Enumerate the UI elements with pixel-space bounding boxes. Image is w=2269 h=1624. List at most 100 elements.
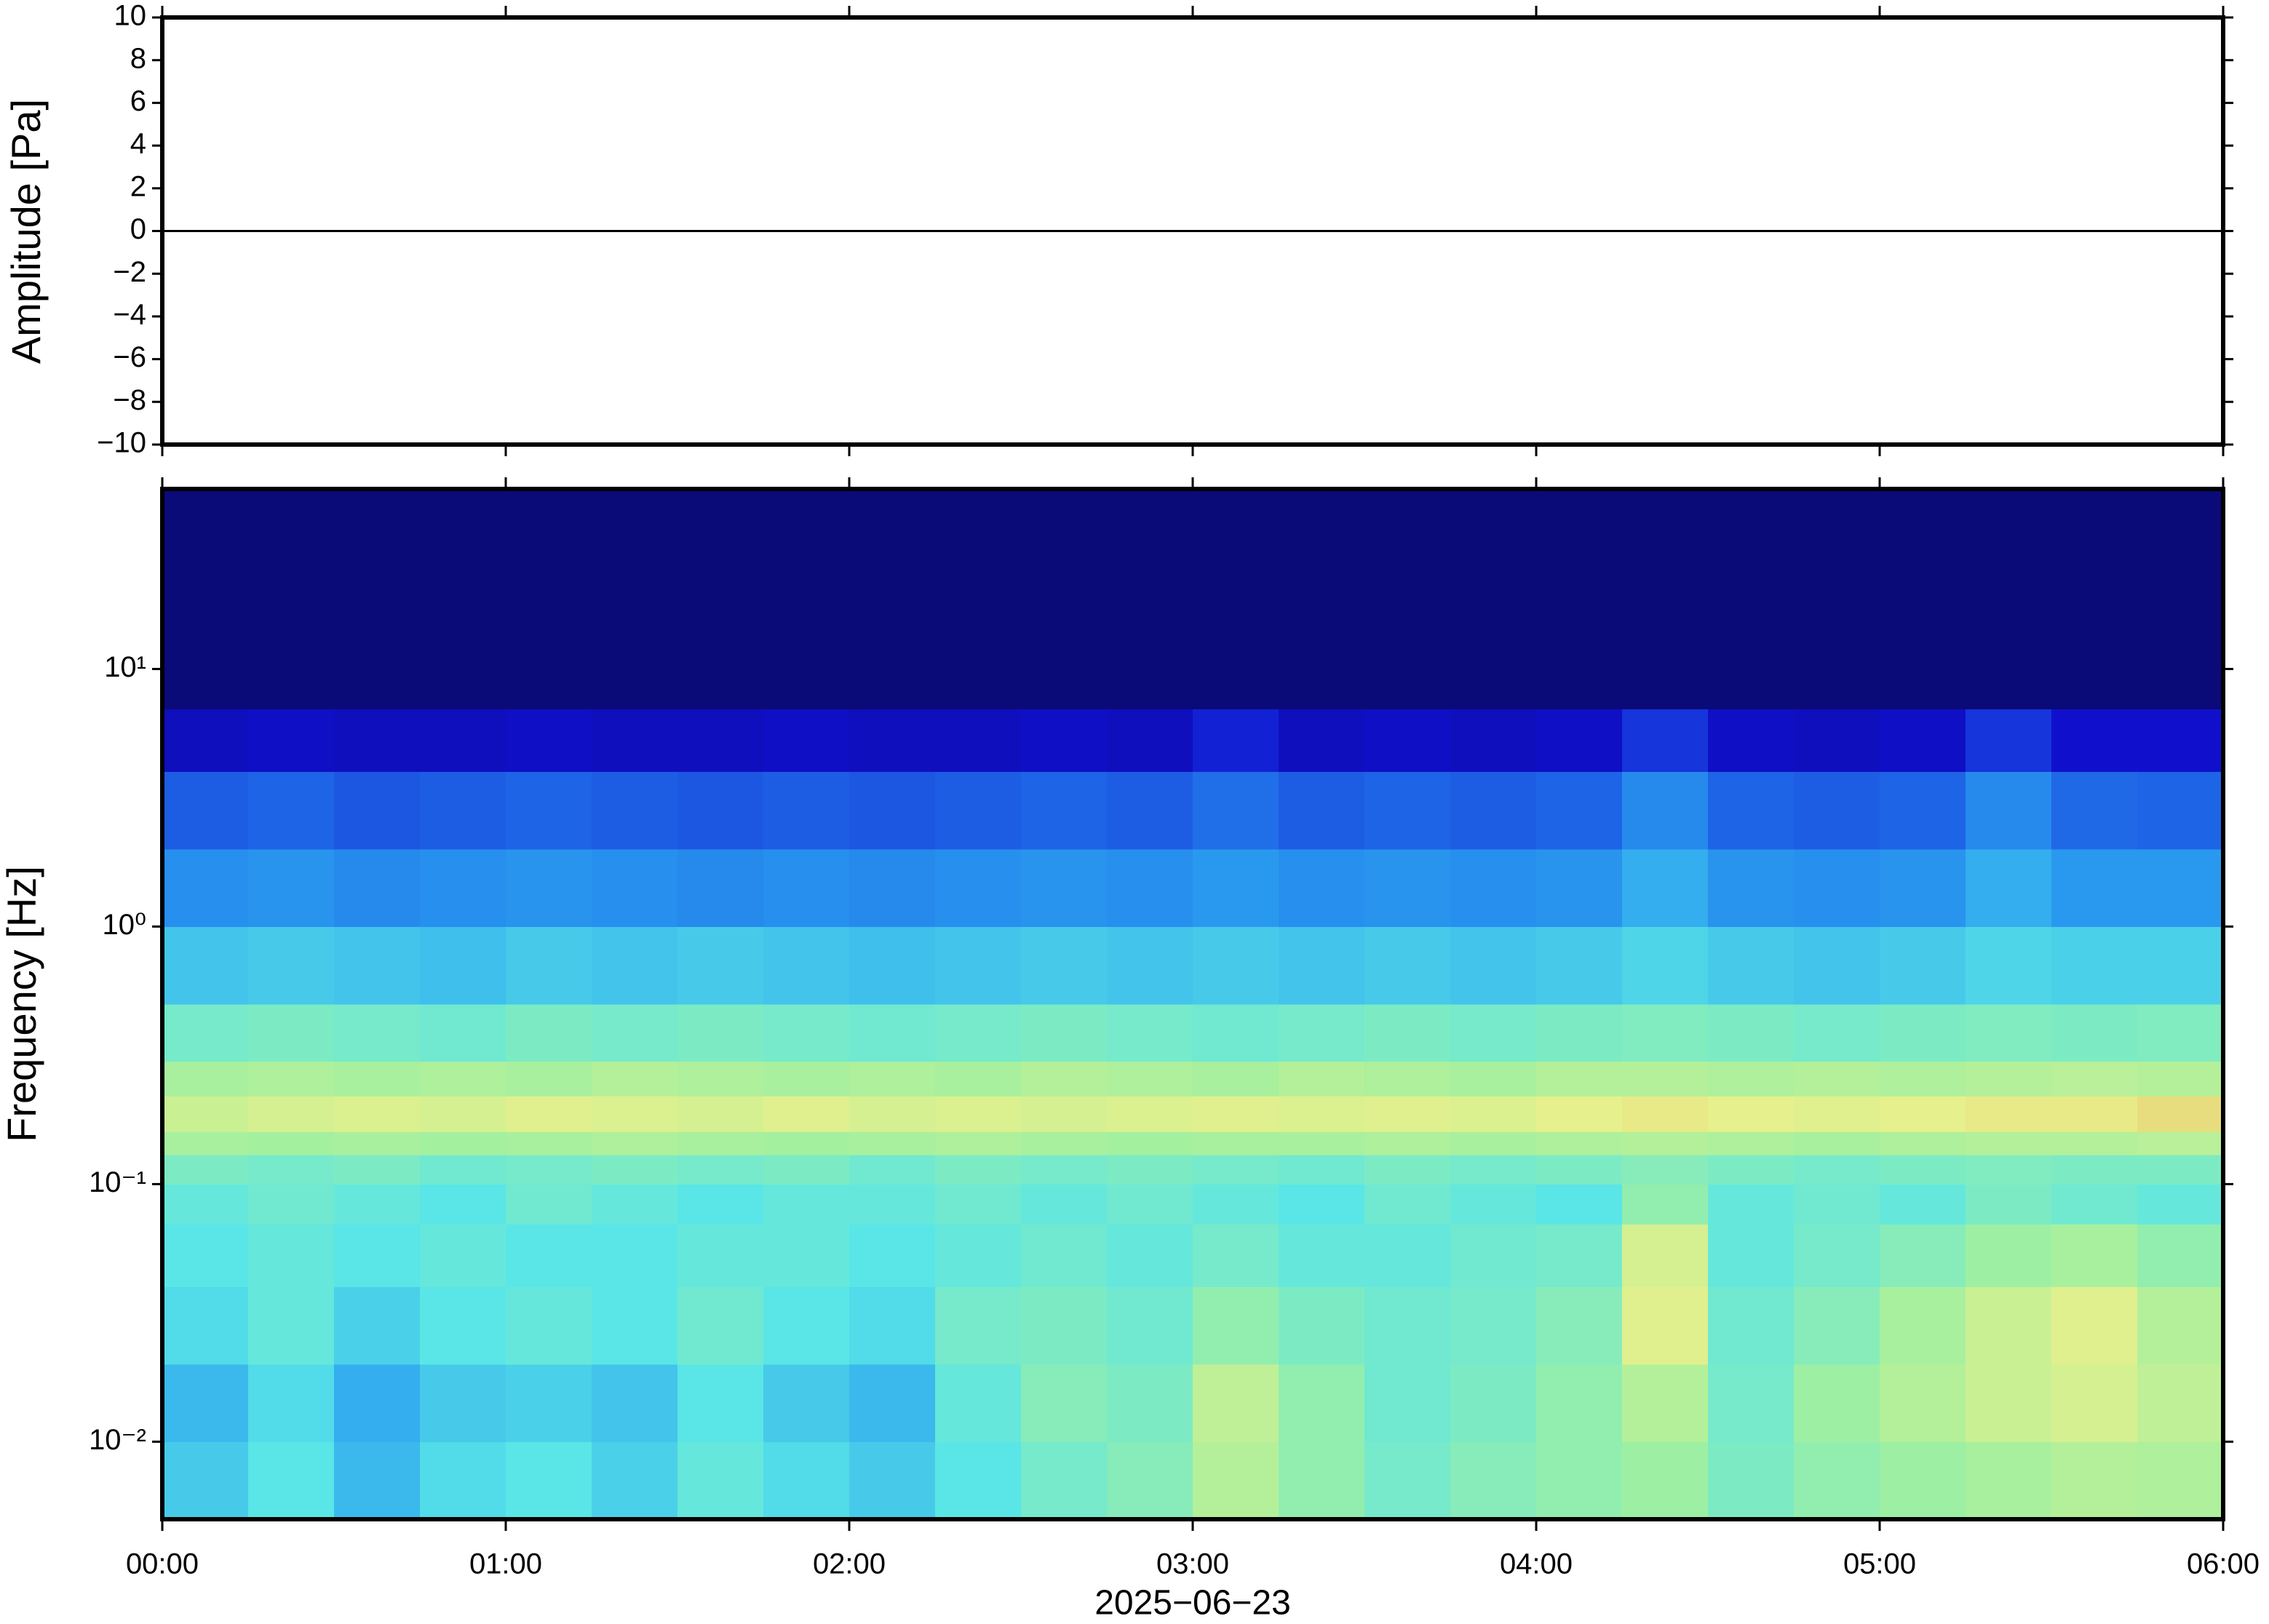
spectrogram-cell — [677, 1004, 764, 1062]
spectrogram-cell — [763, 1224, 850, 1287]
spectrogram-cell — [1708, 1004, 1795, 1062]
spectrogram-cell — [1364, 489, 1451, 709]
y-axis-title: Frequency [Hz] — [0, 866, 44, 1142]
spectrogram-cell — [1193, 1286, 1279, 1365]
spectrogram-cell — [1107, 1155, 1193, 1185]
spectrogram-cell — [1107, 1096, 1193, 1132]
spectrogram-cell — [1622, 1224, 1709, 1287]
spectrogram-cell — [162, 1096, 249, 1132]
spectrogram-cell — [2051, 926, 2138, 1005]
spectrogram-cell — [1107, 771, 1193, 850]
spectrogram-cell — [1880, 1131, 1966, 1155]
spectrogram-cell — [420, 1184, 506, 1225]
spectrogram-cell — [1880, 709, 1966, 772]
spectrogram-cell — [1708, 1184, 1795, 1225]
spectrogram-cell — [1536, 771, 1623, 850]
spectrogram-cell — [1536, 1061, 1623, 1096]
spectrogram-cell — [1021, 771, 1108, 850]
spectrogram-cell — [1021, 709, 1108, 772]
spectrogram-cell — [1450, 926, 1537, 1005]
spectrogram-cell — [1536, 1224, 1623, 1287]
spectrogram-cell — [1279, 1061, 1365, 1096]
spectrogram-cell — [506, 1224, 592, 1287]
spectrogram-cell — [1450, 1364, 1537, 1443]
spectrogram-cell — [1021, 1286, 1108, 1365]
spectrogram-cell — [1193, 1004, 1279, 1062]
spectrogram-cell — [1279, 709, 1365, 772]
spectrogram-cell — [1794, 1131, 1880, 1155]
spectrogram-cell — [592, 1155, 678, 1185]
spectrogram-cell — [1622, 1061, 1709, 1096]
spectrogram-cell — [1364, 1061, 1451, 1096]
spectrogram-cell — [1966, 489, 2052, 709]
spectrogram-cell — [1622, 1096, 1709, 1132]
spectrogram-cell — [1107, 1184, 1193, 1225]
spectrogram-cell — [2137, 1364, 2224, 1443]
spectrogram-cell — [1021, 1224, 1108, 1287]
spectrogram-cell — [1193, 1441, 1279, 1520]
spectrogram-cell — [592, 709, 678, 772]
spectrogram-cell — [1021, 1364, 1108, 1443]
spectrogram-cell — [1279, 926, 1365, 1005]
spectrogram-cell — [1279, 848, 1365, 928]
spectrogram-cell — [1794, 1184, 1880, 1225]
y-tick-label: 8 — [130, 42, 146, 74]
spectrogram-cell — [592, 1184, 678, 1225]
spectrogram-cell — [1880, 848, 1966, 928]
spectrogram-cell — [1880, 1184, 1966, 1225]
spectrogram-cell — [1364, 771, 1451, 850]
spectrogram-cell — [506, 1364, 592, 1443]
spectrogram-cell — [1708, 1286, 1795, 1365]
spectrogram-cell — [1794, 1061, 1880, 1096]
spectrogram-cell — [1966, 1184, 2052, 1225]
spectrogram-cell — [592, 1061, 678, 1096]
spectrogram-cell — [935, 848, 1022, 928]
spectrogram-cell — [1622, 1155, 1709, 1185]
spectrogram-cell — [248, 1155, 335, 1185]
spectrogram-cell — [506, 489, 592, 709]
spectrogram-cell — [1279, 1155, 1365, 1185]
spectrogram-cell — [763, 1286, 850, 1365]
spectrogram-cell — [677, 1155, 764, 1185]
spectrogram-cell — [2137, 1184, 2224, 1225]
spectrogram-cell — [2051, 1441, 2138, 1520]
spectrogram-cell — [763, 771, 850, 850]
spectrogram-cell — [592, 1096, 678, 1132]
spectrogram-cell — [1279, 771, 1365, 850]
spectrogram-cell — [248, 1184, 335, 1225]
spectrogram-cell — [849, 1441, 936, 1520]
spectrogram-cell — [1021, 1004, 1108, 1062]
spectrogram-cell — [1536, 1364, 1623, 1443]
spectrogram-cell — [506, 926, 592, 1005]
spectrogram-cell — [1107, 1004, 1193, 1062]
y-tick-label: −6 — [113, 341, 146, 373]
x-tick-label: 04:00 — [1500, 1548, 1573, 1580]
spectrogram-cell — [420, 709, 506, 772]
spectrogram-cell — [420, 489, 506, 709]
spectrogram-cell — [1193, 1184, 1279, 1225]
spectrogram-cell — [2051, 1184, 2138, 1225]
spectrogram-cell — [506, 848, 592, 928]
spectrogram-cell — [1880, 1004, 1966, 1062]
spectrogram-cell — [935, 1096, 1022, 1132]
spectrogram-cell — [1279, 1286, 1365, 1365]
y-tick-label: −2 — [113, 256, 146, 288]
spectrogram-cell — [1193, 489, 1279, 709]
spectrogram-cell — [677, 926, 764, 1005]
spectrogram-cell — [1364, 1184, 1451, 1225]
spectrogram-cell — [1966, 1155, 2052, 1185]
spectrogram-cell — [1966, 1096, 2052, 1132]
spectrogram-cell — [1279, 1004, 1365, 1062]
spectrogram-cell — [1193, 926, 1279, 1005]
y-tick-label: 2 — [130, 170, 146, 202]
marks: −10 −8 −6 −4 −2 0 2 4 6 8 10 10⁻² 10⁻¹ 10⁰ 10¹ 00:00 01:… — [89, 0, 2260, 1580]
spectrogram-cell — [592, 1441, 678, 1520]
spectrogram-cell — [1107, 1224, 1193, 1287]
spectrogram-cell — [1880, 926, 1966, 1005]
spectrogram-cell — [1450, 1286, 1537, 1365]
spectrogram-cell — [1622, 771, 1709, 850]
spectrogram-cell — [1708, 771, 1795, 850]
spectrogram-cell — [248, 1286, 335, 1365]
spectrogram — [162, 489, 2224, 1520]
